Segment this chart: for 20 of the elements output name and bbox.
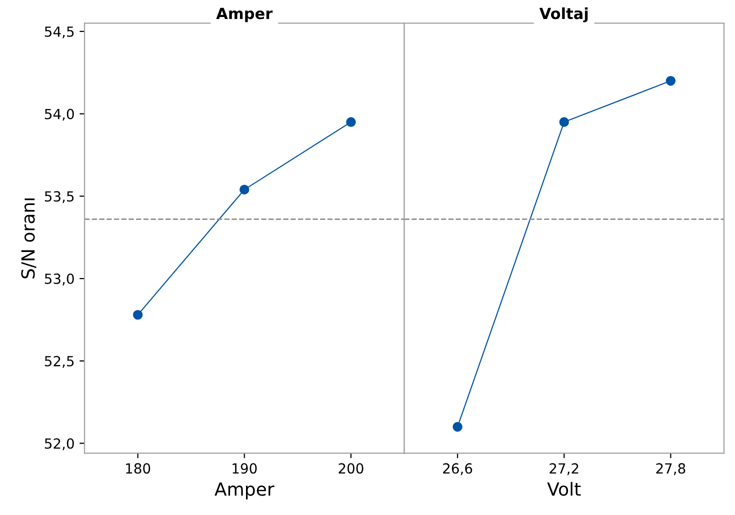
y-axis-title: S/N oranı (21, 198, 36, 278)
chart-title: Amper (216, 8, 273, 22)
x-tick-label: 26,6 (443, 463, 472, 476)
y-tick-label: 53,0 (44, 274, 74, 286)
x-tick-label: 200 (338, 463, 364, 474)
point (132, 310, 143, 320)
point (240, 184, 250, 194)
y-tick-label: 52,0 (44, 438, 74, 450)
x-tick-label: 27,2 (550, 463, 578, 476)
chart-title: Voltaj (539, 7, 588, 22)
y-tick-label: 54,0 (44, 108, 74, 121)
x-axis-title: Volt (547, 482, 581, 496)
x-tick-label: 180 (126, 463, 150, 474)
point (346, 117, 356, 127)
y-tick-label: 52,5 (44, 356, 74, 368)
y-tick-label: 53,5 (44, 191, 74, 204)
x-tick-label: 27,8 (656, 463, 686, 476)
x-tick-label: 190 (232, 463, 257, 474)
x-axis-title: Amper (214, 482, 274, 500)
y-tick-label: 54,5 (44, 26, 74, 38)
